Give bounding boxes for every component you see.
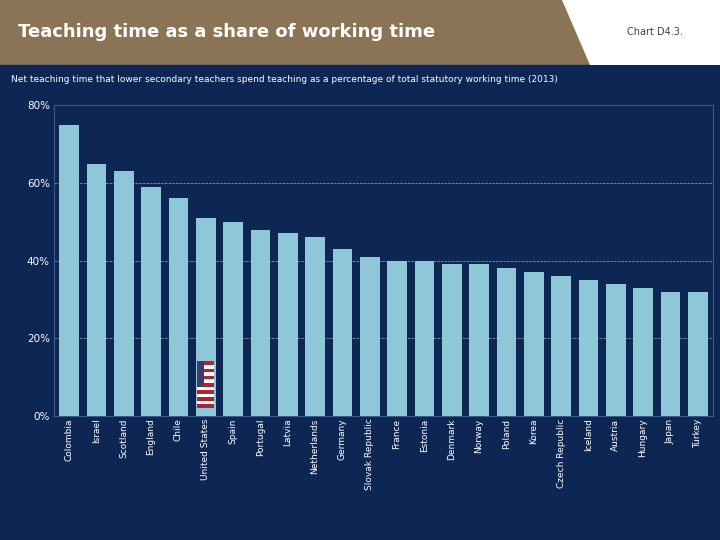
Bar (278, 233, 297, 416)
Bar (197, 404, 215, 408)
Bar (141, 187, 161, 416)
Bar (59, 125, 79, 416)
Bar (197, 401, 215, 404)
Bar (168, 198, 188, 416)
Bar (387, 261, 407, 416)
Bar (442, 265, 462, 416)
Bar (524, 272, 544, 416)
Bar (197, 380, 215, 383)
Bar (86, 164, 107, 416)
Bar (197, 394, 215, 397)
Polygon shape (562, 0, 720, 65)
Bar (579, 280, 598, 416)
Text: Chart D4.3.: Chart D4.3. (627, 28, 683, 37)
Bar (197, 372, 215, 376)
Bar (197, 390, 215, 394)
Bar (552, 276, 571, 416)
Bar (497, 268, 516, 416)
Bar (606, 284, 626, 416)
Bar (333, 249, 352, 416)
Bar (197, 369, 215, 372)
Bar (415, 261, 434, 416)
Text: Teaching time as a share of working time: Teaching time as a share of working time (18, 23, 435, 42)
Bar (197, 376, 215, 380)
Bar (114, 171, 133, 416)
Bar (469, 265, 489, 416)
Bar (197, 383, 215, 387)
Bar (197, 361, 204, 387)
Bar (634, 288, 653, 416)
Bar (223, 222, 243, 416)
Bar (197, 387, 215, 390)
Bar (305, 237, 325, 416)
Bar (660, 292, 680, 416)
Bar (688, 292, 708, 416)
Bar (251, 230, 270, 416)
Polygon shape (0, 0, 605, 65)
Bar (197, 397, 215, 401)
Bar (197, 365, 215, 369)
Text: Net teaching time that lower secondary teachers spend teaching as a percentage o: Net teaching time that lower secondary t… (11, 75, 558, 84)
Bar (197, 361, 215, 365)
Bar (196, 218, 215, 416)
Bar (360, 256, 379, 416)
